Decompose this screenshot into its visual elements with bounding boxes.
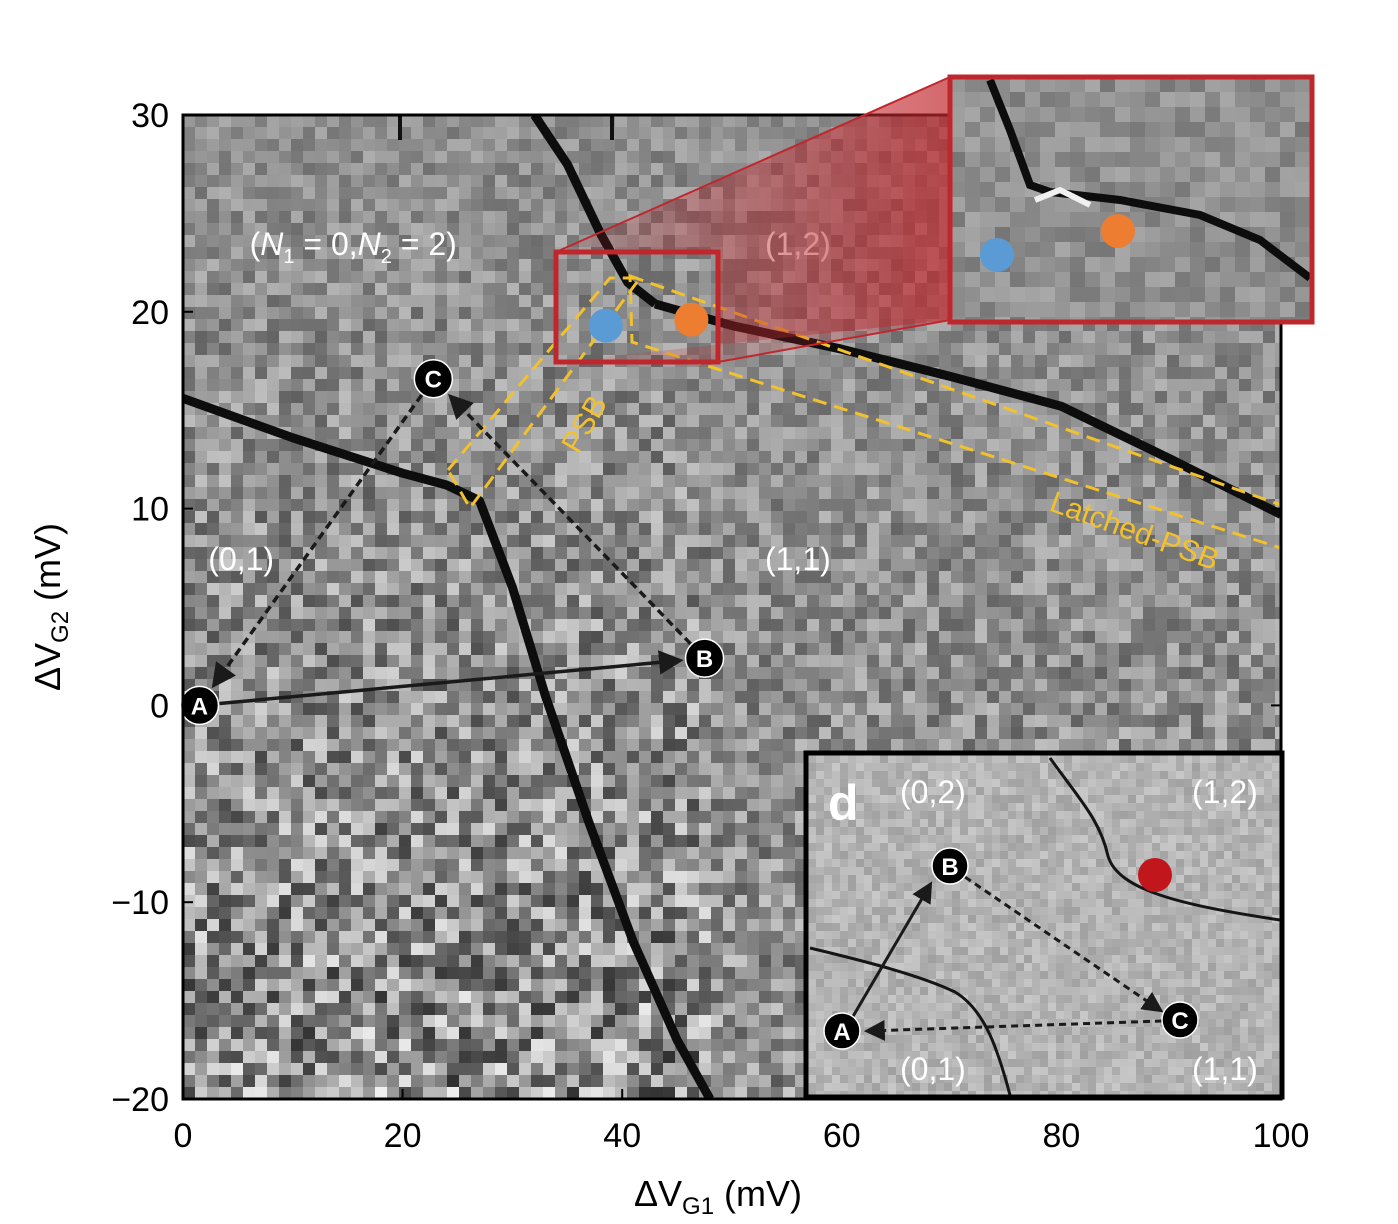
marker-0 [588,308,623,343]
inset-region-1-1: (1,1) [1192,1051,1258,1087]
y-tick-label: 30 [131,97,169,135]
inset-path-c-a [863,1019,1163,1041]
x-axis-label: ΔVG1 (mV) [634,1173,802,1220]
latched-psb-box [628,273,1281,550]
x-tick-label: 60 [823,1117,861,1155]
inset-charge-lines [809,757,1280,1095]
zoom-source-box [553,249,721,365]
inset-red-marker [1138,858,1172,892]
inset-frame [803,750,1285,1100]
zoom-inset [553,74,1315,365]
zoom-inset-frame [947,74,1315,325]
x-tick-label: 100 [1253,1117,1310,1155]
y-tick-label: 0 [150,687,169,725]
inset-path-b-c [964,875,1164,1013]
pulse-paths [211,393,692,706]
inset-region-0-2: (0,2) [900,774,966,810]
marker-1 [674,302,709,337]
point-B: B [684,638,725,678]
x-tick-label: 80 [1042,1117,1080,1155]
pulse-points: A B C [179,358,725,726]
inset-panel-label: d [828,775,859,831]
axis-ticks: 0 20 40 60 80 100 −20 −10 0 10 20 30 [111,97,1309,1155]
inset-point-b: B [931,847,969,885]
point-C: C [413,358,454,399]
inset-point-c: C [1161,1001,1199,1039]
x-tick-label: 20 [384,1117,422,1155]
x-tick-label: 40 [603,1117,641,1155]
path-B-C [448,393,692,646]
zoom-heatmap [952,79,1310,320]
path-C-A [211,393,424,689]
readout-markers [588,302,709,343]
x-tick-label: 0 [174,1117,193,1155]
point-A: A [179,685,220,726]
region-label-0: (N1 = 0,N2 = 2) [250,226,457,268]
inset-heatmap [808,755,1280,1095]
path-A-B [219,650,684,706]
y-axis-label: ΔVG2 (mV) [27,523,74,691]
y-tick-label: 10 [131,491,169,529]
inset-point-a: A [823,1012,861,1050]
plot-frame [181,113,1283,1101]
region-label-2: (0,1) [208,541,274,577]
y-tick-label: 20 [131,294,169,332]
y-tick-label: −20 [111,1081,169,1119]
zoom-blue-marker [980,238,1014,272]
inset-region-1-2: (1,2) [1192,774,1258,810]
zoom-charge-lines [986,79,1310,282]
inset-path-a-b [843,881,933,1031]
region-label-3: (1,1) [765,541,831,577]
zoom-orange-marker [1101,214,1135,248]
left-line [183,394,714,1099]
zoom-cone-fill [556,77,950,362]
y-tick-label: −10 [111,884,169,922]
inset-region-0-1: (0,1) [900,1051,966,1087]
inset-panel-d: A B C d (0,2) (1,2) (0,1) (1,1) [803,750,1285,1100]
